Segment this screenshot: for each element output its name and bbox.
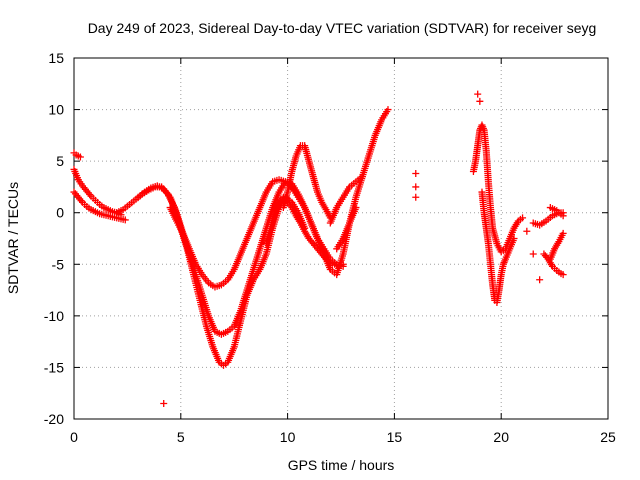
data-point-outliers	[412, 183, 420, 191]
y-tick-label: -5	[52, 256, 65, 272]
chart-title: Day 249 of 2023, Sidereal Day-to-day VTE…	[88, 20, 597, 36]
axis-tick-labels: 0 5 10 15 20 25 -20 -15 -10 -5 0 5 10 15	[44, 50, 616, 445]
y-tick-label: -10	[44, 308, 64, 324]
y-tick-label: -20	[44, 411, 64, 427]
data-point-outliers	[412, 193, 420, 201]
data-point-track-j	[352, 204, 360, 212]
data-point-track-g	[339, 260, 347, 268]
data-point-outliers	[474, 90, 482, 98]
y-tick-label: 5	[56, 153, 64, 169]
data-point-track-b	[121, 216, 129, 224]
y-tick-label: -15	[44, 359, 64, 375]
data-point-outliers	[536, 276, 544, 284]
x-tick-label: 15	[387, 429, 403, 445]
data-point-track-k	[519, 214, 527, 222]
data-points	[70, 90, 567, 408]
data-point-track-i	[358, 173, 366, 181]
data-point-track-l	[510, 235, 518, 242]
data-point-track-p	[559, 212, 567, 220]
data-point-track-o	[559, 229, 567, 237]
x-tick-label: 20	[493, 429, 509, 445]
data-point-outliers	[412, 170, 420, 178]
grid	[74, 58, 608, 419]
data-point-track-e	[384, 106, 392, 114]
data-point-outliers	[529, 250, 537, 258]
y-tick-label: 15	[48, 50, 64, 66]
y-axis-label: SDTVAR / TECUs	[5, 182, 21, 294]
x-tick-label: 10	[280, 429, 296, 445]
data-point-track-n	[559, 271, 567, 279]
x-tick-label: 25	[600, 429, 616, 445]
plot-frame	[73, 57, 609, 420]
y-tick-label: 10	[48, 102, 64, 118]
x-tick-label: 5	[177, 429, 185, 445]
x-tick-label: 0	[70, 429, 78, 445]
y-tick-label: 0	[56, 205, 64, 221]
data-point-outliers	[523, 227, 531, 235]
x-axis-label: GPS time / hours	[288, 457, 395, 473]
data-point-outliers	[160, 400, 168, 408]
data-point-outliers	[476, 97, 484, 105]
data-point-track-c	[76, 153, 84, 161]
axis-ticks	[73, 57, 609, 420]
